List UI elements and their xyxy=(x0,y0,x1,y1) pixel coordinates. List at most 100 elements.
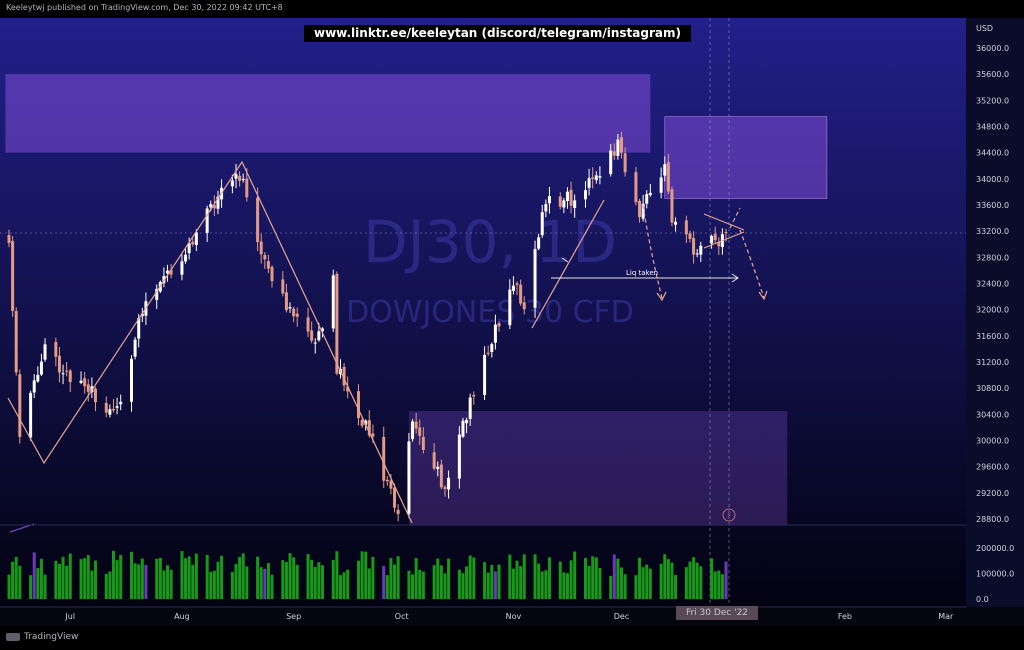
volume-bar[interactable] xyxy=(490,564,494,599)
volume-bar[interactable] xyxy=(230,571,234,599)
volume-bar[interactable] xyxy=(411,574,415,599)
candle[interactable] xyxy=(11,236,15,317)
candle[interactable] xyxy=(519,279,523,306)
candle[interactable] xyxy=(65,362,69,377)
volume-bar[interactable] xyxy=(238,556,242,599)
volume-bar[interactable] xyxy=(209,571,213,599)
volume-bar[interactable] xyxy=(547,557,551,599)
volume-bar[interactable] xyxy=(36,568,40,599)
volume-bar[interactable] xyxy=(108,571,112,599)
volume-bar[interactable] xyxy=(447,558,451,599)
volume-bar[interactable] xyxy=(335,551,339,599)
volume-bar[interactable] xyxy=(79,559,83,599)
volume-bar[interactable] xyxy=(573,551,577,599)
candle[interactable] xyxy=(645,190,649,209)
candle[interactable] xyxy=(472,391,476,405)
volume-bar[interactable] xyxy=(43,574,47,599)
volume-bar[interactable] xyxy=(367,568,371,599)
volume-bar[interactable] xyxy=(256,556,260,599)
volume-bar[interactable] xyxy=(140,558,144,599)
candle[interactable] xyxy=(623,147,627,177)
candle[interactable] xyxy=(508,279,512,330)
candle[interactable] xyxy=(522,296,526,315)
candle[interactable] xyxy=(57,347,61,383)
candle[interactable] xyxy=(111,399,115,413)
volume-bar[interactable] xyxy=(544,570,548,599)
volume-bar[interactable] xyxy=(65,565,69,599)
volume-bar[interactable] xyxy=(537,563,541,599)
candle[interactable] xyxy=(79,371,83,385)
volume-bar[interactable] xyxy=(259,567,263,599)
volume-bar[interactable] xyxy=(645,564,649,599)
volume-bar[interactable] xyxy=(663,554,667,599)
volume-bar[interactable] xyxy=(180,551,184,599)
candle[interactable] xyxy=(666,154,670,195)
volume-bar[interactable] xyxy=(320,565,324,599)
candle[interactable] xyxy=(461,417,465,439)
candle[interactable] xyxy=(465,417,469,434)
candle[interactable] xyxy=(295,307,299,327)
volume-bar[interactable] xyxy=(519,566,523,599)
candle[interactable] xyxy=(447,470,451,499)
volume-bar[interactable] xyxy=(623,574,627,599)
candle[interactable] xyxy=(281,271,285,297)
volume-bar[interactable] xyxy=(111,550,115,599)
candle[interactable] xyxy=(310,321,314,344)
volume-bar[interactable] xyxy=(133,563,137,599)
candle[interactable] xyxy=(61,364,65,385)
volume-bar[interactable] xyxy=(104,573,108,599)
zone-lower-demand[interactable] xyxy=(408,411,788,526)
candle[interactable] xyxy=(7,229,11,248)
volume-bar[interactable] xyxy=(346,569,350,599)
volume-bar[interactable] xyxy=(281,560,285,599)
alert-icon[interactable] xyxy=(722,508,736,522)
volume-bar[interactable] xyxy=(486,572,490,599)
volume-bar[interactable] xyxy=(266,563,270,599)
volume-bar[interactable] xyxy=(68,553,72,599)
volume-bar[interactable] xyxy=(57,563,61,599)
volume-bar[interactable] xyxy=(562,572,566,599)
candle[interactable] xyxy=(569,181,573,214)
volume-bar[interactable] xyxy=(389,557,393,599)
candle[interactable] xyxy=(184,248,188,264)
volume-bar[interactable] xyxy=(184,558,188,599)
volume-bar[interactable] xyxy=(695,562,699,599)
volume-bar[interactable] xyxy=(342,572,346,599)
volume-bar[interactable] xyxy=(166,565,170,599)
candle[interactable] xyxy=(313,338,317,354)
volume-bar[interactable] xyxy=(620,567,624,599)
candle[interactable] xyxy=(598,166,602,185)
candle[interactable] xyxy=(620,131,624,159)
volume-bar[interactable] xyxy=(465,566,469,599)
volume-bar[interactable] xyxy=(32,552,36,599)
volume-bar[interactable] xyxy=(461,573,465,599)
candle[interactable] xyxy=(115,397,119,415)
volume-bar[interactable] xyxy=(540,571,544,599)
candle[interactable] xyxy=(421,427,425,454)
candle[interactable] xyxy=(68,369,72,393)
candle[interactable] xyxy=(194,229,198,251)
volume-bar[interactable] xyxy=(612,554,616,599)
volume-bar[interactable] xyxy=(331,559,335,599)
volume-bar[interactable] xyxy=(594,557,598,599)
candle[interactable] xyxy=(256,187,260,251)
candle[interactable] xyxy=(270,265,274,288)
volume-bar[interactable] xyxy=(18,565,22,599)
candle[interactable] xyxy=(119,394,123,411)
candle[interactable] xyxy=(29,390,33,441)
volume-bar[interactable] xyxy=(421,571,425,599)
candle[interactable] xyxy=(216,190,220,215)
candle[interactable] xyxy=(393,483,397,513)
volume-bar[interactable] xyxy=(61,556,65,599)
candle[interactable] xyxy=(634,166,638,206)
volume-bar[interactable] xyxy=(493,571,497,599)
candle[interactable] xyxy=(537,233,541,251)
volume-bar[interactable] xyxy=(724,561,728,599)
volume-bar[interactable] xyxy=(288,553,292,599)
volume-bar[interactable] xyxy=(220,555,224,599)
volume-bar[interactable] xyxy=(241,553,245,599)
candle[interactable] xyxy=(692,231,696,264)
volume-bar[interactable] xyxy=(194,553,198,599)
candle[interactable] xyxy=(616,134,620,160)
volume-bar[interactable] xyxy=(508,554,512,599)
